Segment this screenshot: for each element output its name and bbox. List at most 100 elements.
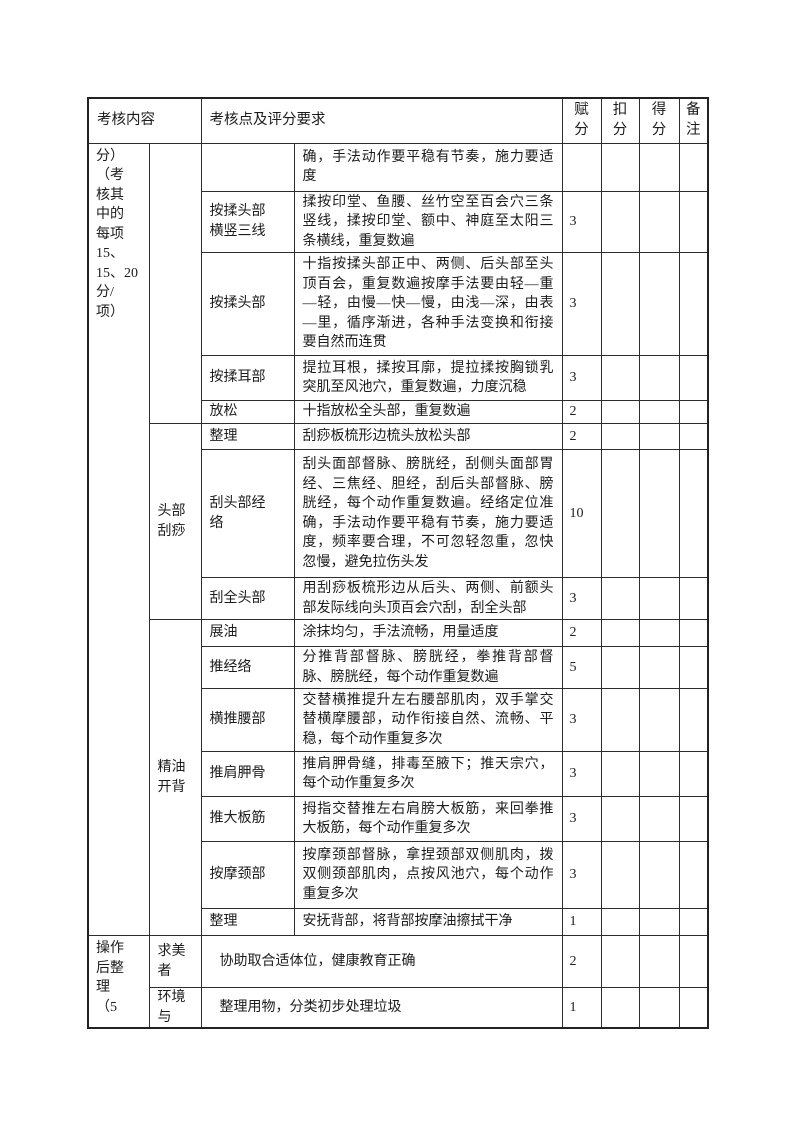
- remarks-cell: [678, 619, 709, 647]
- assigned-score-cell: 3: [561, 841, 602, 909]
- deducted-score-cell: [600, 796, 640, 842]
- remarks-cell: [678, 142, 709, 192]
- remarks-cell: [678, 987, 709, 1029]
- table-row: 刮头部经 络 刮头面部督脉、膀胱经，刮侧头面部胃经、三焦经、胆经，刮后头部督脉、…: [88, 449, 709, 578]
- table-row: 按揉头部 横竖三线 揉按印堂、鱼腰、丝竹空至百会穴三条竖线，揉按印堂、额中、神庭…: [88, 190, 709, 253]
- remarks-cell: [678, 355, 709, 401]
- remarks-cell: [678, 400, 709, 424]
- obtained-score-cell: [638, 796, 680, 842]
- item-name: 按揉头部 横竖三线: [200, 190, 295, 253]
- assessment-score-table: 考核内容 考核点及评分要求 赋 分 扣 分 得 分 备 注 分） （考 核其 中…: [87, 97, 709, 1029]
- item-requirements: 用刮痧板梳形边从后头、两侧、前额头部发际线向头顶百会穴刮，刮全头部: [293, 577, 563, 620]
- deducted-score-cell: [600, 935, 640, 988]
- item-name: 刮全头部: [200, 577, 295, 620]
- obtained-score-cell: [638, 987, 680, 1029]
- item-requirements: 按摩颈部督脉，拿捏颈部双侧肌肉，拨双侧颈部肌肉，点按风池穴，每个动作重复多次: [293, 841, 563, 909]
- obtained-score-cell: [638, 252, 680, 356]
- item-requirements: 确，手法动作要平稳有节奏，施力要适度: [293, 142, 563, 192]
- header-assigned-score: 赋 分: [561, 97, 602, 144]
- remarks-cell: [678, 796, 709, 842]
- group-label: 环境 与: [148, 987, 202, 1029]
- obtained-score-cell: [638, 449, 680, 578]
- table-row: 精油 开背 展油 涂抹均匀，手法流畅，用量适度 2: [88, 619, 709, 936]
- remarks-cell: [678, 935, 709, 988]
- item-requirements: 推肩胛骨缝，排毒至腋下；推天宗穴，每个动作重复多次: [293, 751, 563, 797]
- obtained-score-cell: [638, 400, 680, 424]
- table-row: 推肩胛骨 推肩胛骨缝，排毒至腋下；推天宗穴，每个动作重复多次 3: [88, 751, 709, 797]
- assigned-score-cell: 2: [561, 935, 602, 988]
- remarks-cell: [678, 252, 709, 356]
- header-remarks: 备 注: [678, 97, 709, 144]
- obtained-score-cell: [638, 908, 680, 936]
- table-row: 刮全头部 用刮痧板梳形边从后头、两侧、前额头部发际线向头顶百会穴刮，刮全头部 3: [88, 577, 709, 620]
- section1-label: 分） （考 核其 中的 每项 15、 15、20 分/ 项）: [87, 142, 150, 936]
- assigned-score-cell: 3: [561, 796, 602, 842]
- deducted-score-cell: [600, 355, 640, 401]
- obtained-score-cell: [638, 841, 680, 909]
- assigned-score-cell: 2: [561, 423, 602, 450]
- item-requirements: 十指按揉头部正中、两侧、后头部至头顶百会，重复数遍按摩手法要由轻—重—轻，由慢—…: [293, 252, 563, 356]
- item-requirements: 安抚背部，将背部按摩油擦拭干净: [293, 908, 563, 936]
- obtained-score-cell: [638, 646, 680, 689]
- table-row: 按揉耳部 提拉耳根，揉按耳廓，提拉揉按胸锁乳突肌至风池穴，重复数遍，力度沉稳 3: [88, 355, 709, 401]
- item-name: [200, 142, 295, 192]
- remarks-cell: [678, 908, 709, 936]
- table-row: 推大板筋 拇指交替推左右肩膀大板筋，来回拳推大板筋，每个动作重复多次 3: [88, 796, 709, 842]
- remarks-cell: [678, 190, 709, 253]
- item-name: 整理: [200, 423, 295, 450]
- obtained-score-cell: [638, 935, 680, 988]
- assigned-score-cell: 1: [561, 908, 602, 936]
- item-name: 刮头部经 络: [200, 449, 295, 578]
- assigned-score-cell: 2: [561, 400, 602, 424]
- table-row: 头部 刮痧 整理 刮痧板梳形边梳头放松头部 2: [88, 423, 709, 620]
- item-name: 推肩胛骨: [200, 751, 295, 797]
- deducted-score-cell: [600, 449, 640, 578]
- remarks-cell: [678, 646, 709, 689]
- obtained-score-cell: [638, 751, 680, 797]
- deducted-score-cell: [600, 190, 640, 253]
- deducted-score-cell: [600, 841, 640, 909]
- assigned-score-cell: 3: [561, 688, 602, 752]
- deducted-score-cell: [600, 142, 640, 192]
- item-requirements: 刮头面部督脉、膀胱经，刮侧头面部胃经、三焦经、胆经，刮后头部督脉、膀胱经，每个动…: [293, 449, 563, 578]
- group-label: 精油 开背: [148, 619, 202, 936]
- obtained-score-cell: [638, 142, 680, 192]
- remarks-cell: [678, 423, 709, 450]
- assigned-score-cell: [561, 142, 602, 192]
- table-row: 环境 与 整理用物，分类初步处理垃圾 1: [88, 987, 709, 1029]
- assigned-score-cell: 3: [561, 751, 602, 797]
- deducted-score-cell: [600, 400, 640, 424]
- group-label: 头部 刮痧: [148, 423, 202, 620]
- assigned-score-cell: 3: [561, 577, 602, 620]
- group-label: 求美 者: [148, 935, 202, 988]
- obtained-score-cell: [638, 190, 680, 253]
- obtained-score-cell: [638, 577, 680, 620]
- header-deducted-score: 扣 分: [600, 97, 640, 144]
- item-requirements: 交替横推提升左右腰部肌肉，双手掌交替横摩腰部，动作衔接自然、流畅、平稳，每个动作…: [293, 688, 563, 752]
- header-content: 考核内容: [87, 97, 202, 144]
- remarks-cell: [678, 577, 709, 620]
- assigned-score-cell: 5: [561, 646, 602, 689]
- item-name: 横推腰部: [200, 688, 295, 752]
- item-requirements: 刮痧板梳形边梳头放松头部: [293, 423, 563, 450]
- obtained-score-cell: [638, 423, 680, 450]
- deducted-score-cell: [600, 646, 640, 689]
- table-row: 分） （考 核其 中的 每项 15、 15、20 分/ 项） 确，手法动作要平稳…: [87, 142, 709, 936]
- item-name: 按摩颈部: [200, 841, 295, 909]
- deducted-score-cell: [600, 619, 640, 647]
- item-requirements: 分推背部督脉、膀胱经，拳推背部督脉、膀胱经，每个动作重复数遍: [293, 646, 563, 689]
- table-row: 操作 后整 理 （5 求美 者 协助取合适体位，健康教育正确 2: [87, 935, 709, 1029]
- obtained-score-cell: [638, 355, 680, 401]
- item-requirements: 拇指交替推左右肩膀大板筋，来回拳推大板筋，每个动作重复多次: [293, 796, 563, 842]
- item-requirements: 涂抹均匀，手法流畅，用量适度: [293, 619, 563, 647]
- item-name: 推大板筋: [200, 796, 295, 842]
- header-obtained-score: 得 分: [638, 97, 680, 144]
- item-name: 放松: [200, 400, 295, 424]
- header-requirements: 考核点及评分要求: [200, 97, 563, 144]
- item-name: 展油: [200, 619, 295, 647]
- assigned-score-cell: 1: [561, 987, 602, 1029]
- item-requirements: 整理用物，分类初步处理垃圾: [200, 987, 563, 1029]
- group-label: [148, 142, 202, 424]
- item-requirements: 揉按印堂、鱼腰、丝竹空至百会穴三条竖线，揉按印堂、额中、神庭至太阳三条横线，重复…: [293, 190, 563, 253]
